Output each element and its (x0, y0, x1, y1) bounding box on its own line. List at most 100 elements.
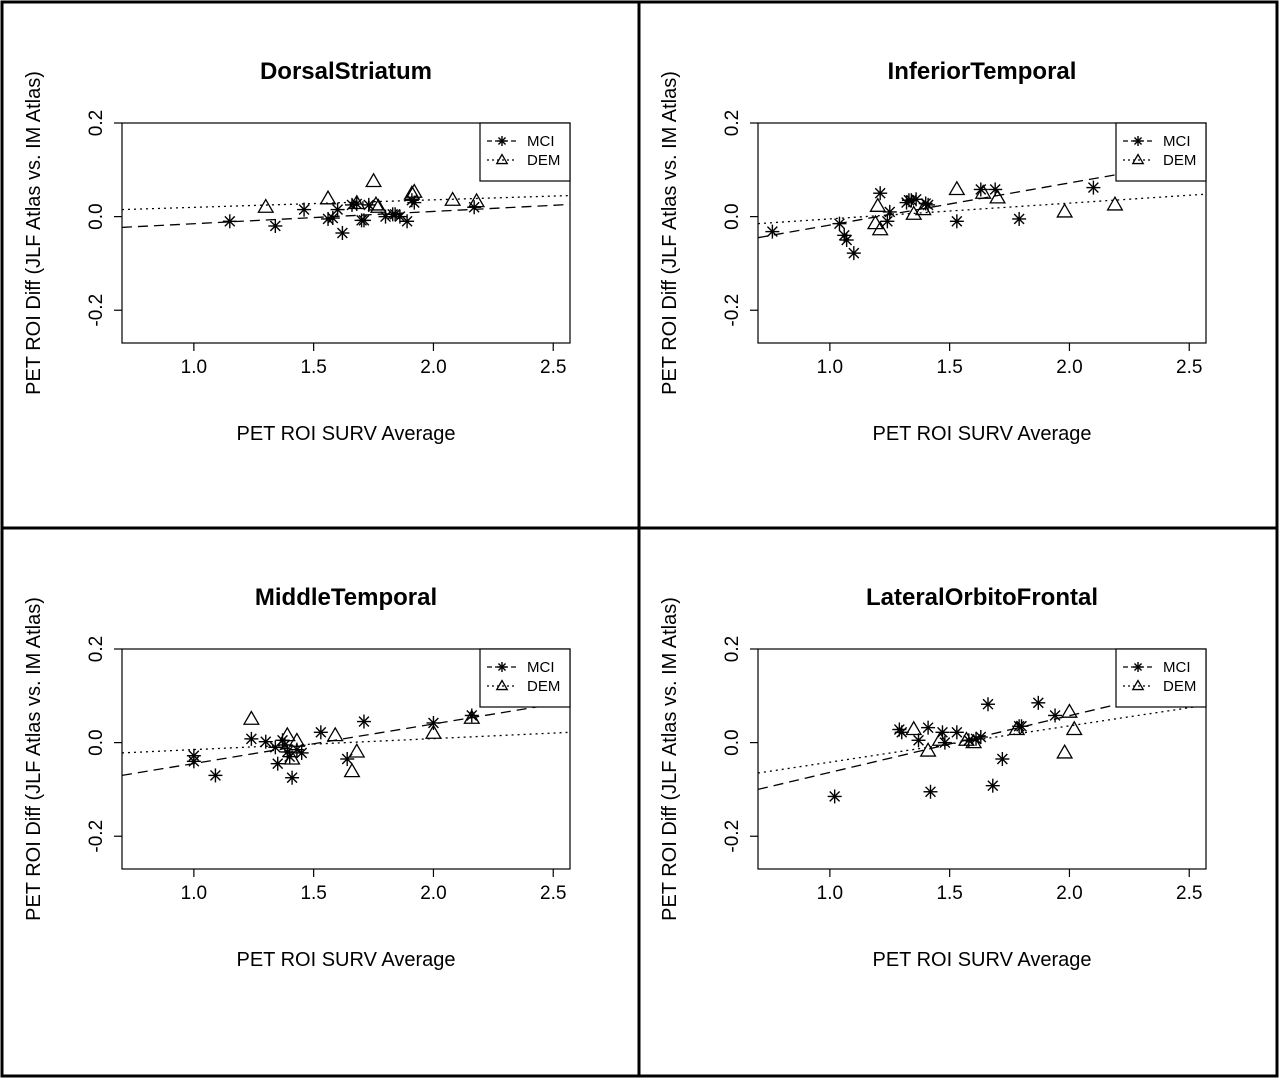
dem-point (468, 192, 486, 208)
dem-point (424, 724, 442, 739)
legend-box (479, 648, 571, 708)
asterisk-stroke (910, 193, 922, 205)
x-tick-label: 1.0 (817, 357, 843, 378)
asterisk-stroke (281, 746, 293, 758)
mci-point (426, 715, 441, 730)
legend-label: DEM (527, 152, 560, 169)
dem-point (914, 200, 932, 216)
mci-point (911, 733, 926, 748)
asterisk-stroke (1032, 697, 1044, 709)
mci-point (1048, 708, 1063, 723)
mci-point (400, 214, 415, 229)
asterisk-stroke (315, 726, 327, 738)
chart-panel: InferiorTemporal 1.0 1.5 2.0 2.5 -0.2 0.0 0.2 PE… (659, 58, 1207, 445)
dem-point (348, 742, 366, 758)
asterisk-stroke (829, 791, 841, 802)
dem-point (1056, 743, 1074, 759)
dem-point (1065, 720, 1083, 736)
mci-fit-line (758, 165, 1166, 239)
asterisk-stroke (989, 184, 1001, 195)
legend: MCI DEM (479, 122, 571, 182)
asterisk-stroke (982, 698, 994, 710)
dem-point (326, 726, 344, 742)
asterisk-stroke (884, 206, 896, 218)
asterisk-stroke (497, 136, 507, 146)
chart-panel: MiddleTemporal 1.0 1.5 2.0 2.5 -0.2 0.0 0.2 PET … (23, 584, 571, 971)
dem-point (343, 762, 361, 778)
plot-contents (758, 165, 1206, 261)
dem-point (989, 188, 1007, 204)
plot-contents (122, 700, 570, 785)
asterisk-stroke (380, 211, 391, 223)
x-tick-label: 2.5 (540, 357, 566, 378)
dem-point (919, 742, 937, 757)
mci-point (464, 708, 479, 723)
x-tick-label: 2.0 (420, 883, 446, 904)
x-tick-label: 2.0 (1056, 357, 1082, 378)
mci-point (882, 204, 897, 219)
x-axis-label: PET ROI SURV Average (873, 423, 1092, 445)
plot-area (757, 648, 1207, 870)
dem-point (257, 198, 275, 213)
legend-label: DEM (1163, 678, 1196, 695)
asterisk-stroke (327, 212, 339, 224)
mci-point (285, 770, 300, 785)
asterisk-stroke (896, 726, 908, 738)
asterisk-stroke (272, 758, 284, 770)
y-tick-label: 0.2 (86, 636, 107, 662)
x-tick-label: 1.5 (936, 883, 962, 904)
dem-point (1131, 679, 1145, 691)
y-axis-label: PET ROI Diff (JLF Atlas vs. IM Atlas) (659, 71, 681, 395)
dem-point (365, 172, 383, 188)
asterisk-stroke (922, 199, 934, 211)
mci-point (918, 196, 933, 211)
dem-point (1056, 202, 1074, 218)
plot-area (121, 122, 571, 344)
asterisk-stroke (913, 734, 924, 746)
asterisk-stroke (1133, 136, 1143, 146)
y-axis-label: PET ROI Diff (JLF Atlas vs. IM Atlas) (659, 597, 681, 921)
asterisk-stroke (1087, 182, 1099, 194)
x-tick-label: 2.0 (420, 357, 446, 378)
x-tick-label: 2.5 (540, 883, 566, 904)
y-tick-label: -0.2 (722, 294, 743, 327)
dem-point (905, 720, 923, 736)
asterisk-stroke (224, 215, 236, 227)
plot-area (121, 648, 571, 870)
chart-title: DorsalStriatum (260, 58, 432, 85)
dem-point (403, 185, 421, 200)
y-tick-label: 0.2 (722, 636, 743, 662)
y-tick-label: -0.2 (86, 294, 107, 327)
legend: MCI DEM (479, 648, 571, 708)
dem-point (283, 750, 301, 765)
mci-point (1133, 662, 1143, 672)
x-tick-label: 1.0 (817, 883, 843, 904)
asterisk-stroke (260, 736, 272, 748)
legend: MCI DEM (1115, 122, 1207, 182)
dem-point (931, 731, 949, 746)
legend: MCI DEM (1115, 648, 1207, 708)
mci-point (765, 224, 780, 239)
asterisk-stroke (951, 726, 963, 738)
dem-point (444, 191, 462, 206)
mci-point (832, 216, 847, 231)
mci-point (846, 246, 861, 261)
mci-point (995, 752, 1010, 766)
asterisk-stroke (209, 769, 221, 781)
x-tick-label: 1.0 (181, 883, 207, 904)
mci-point (356, 213, 371, 228)
dem-point (1106, 195, 1124, 211)
y-tick-label: 0.0 (86, 203, 107, 229)
dem-point (278, 726, 296, 742)
mci-point (1133, 136, 1143, 146)
asterisk-stroke (286, 772, 298, 784)
mci-point (839, 233, 854, 248)
plot-contents (122, 172, 570, 240)
legend-box (1115, 122, 1207, 182)
asterisk-stroke (975, 731, 987, 743)
asterisk-stroke (922, 722, 934, 734)
x-axis-label: PET ROI SURV Average (237, 949, 456, 971)
asterisk-stroke (466, 710, 478, 721)
dem-point (367, 195, 385, 211)
